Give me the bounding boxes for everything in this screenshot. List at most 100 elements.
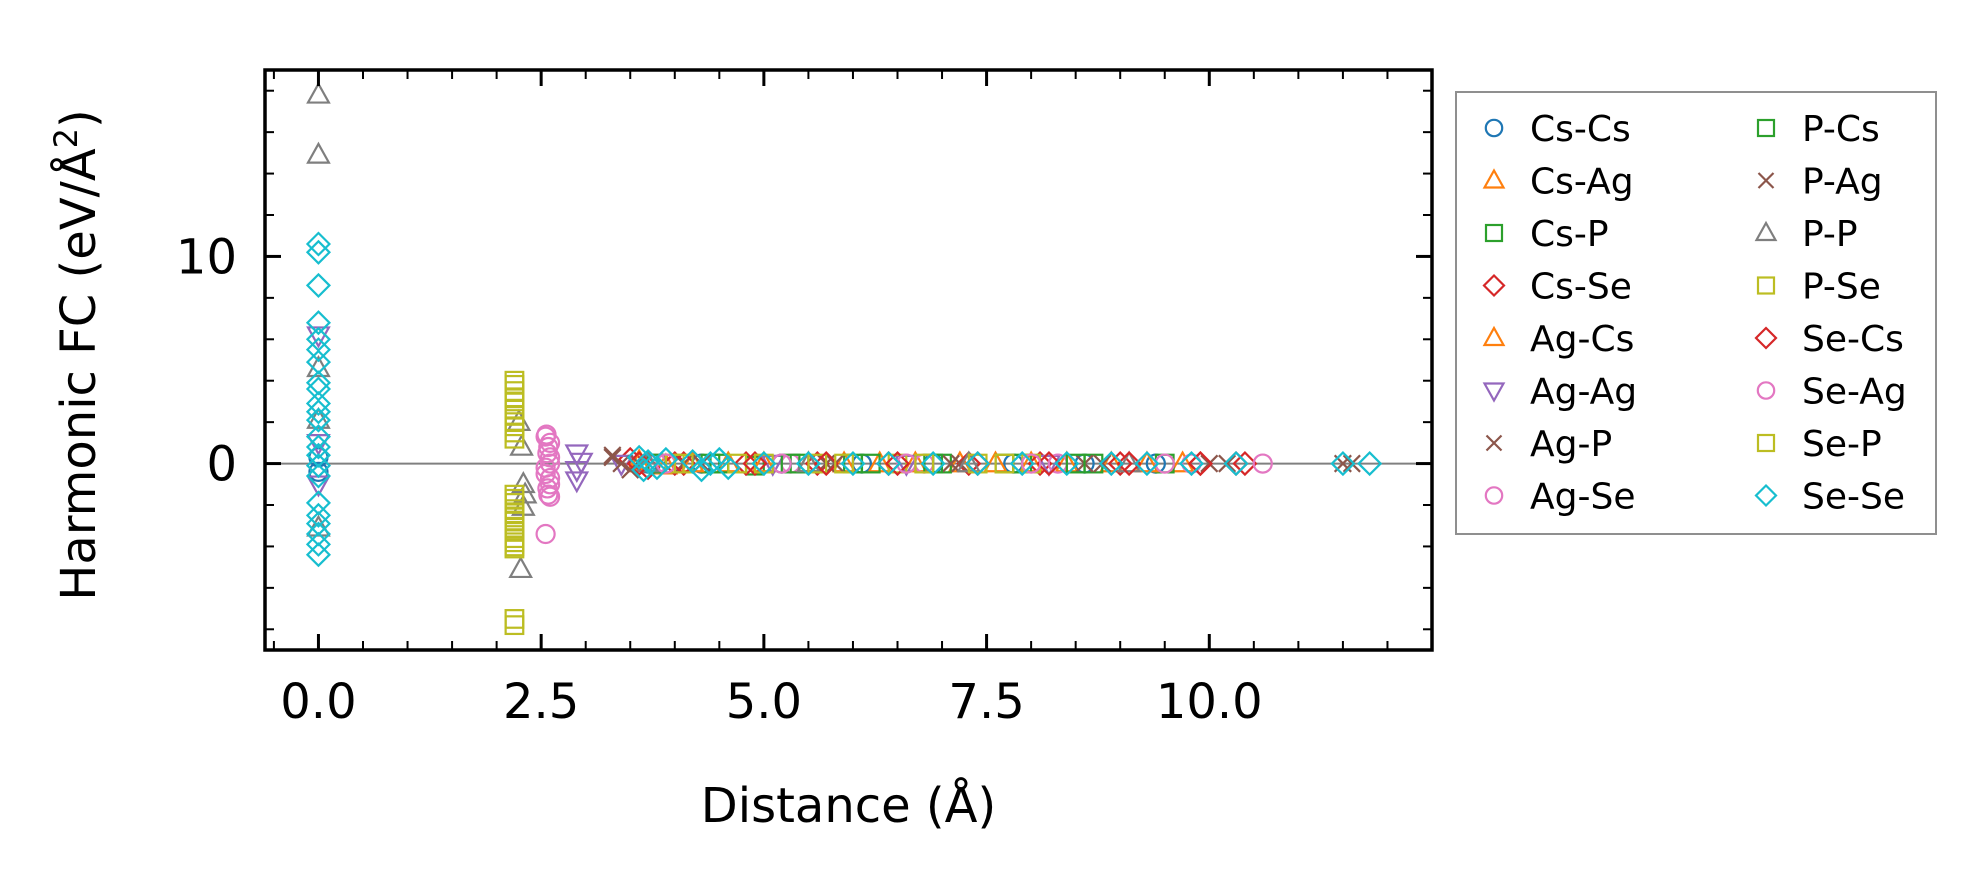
data-point <box>504 609 525 629</box>
legend-marker <box>1484 486 1504 505</box>
data-point <box>564 471 590 494</box>
legend-label: P-Ag <box>1802 162 1883 203</box>
legend-frame <box>1455 91 1937 535</box>
data-point <box>1116 451 1142 477</box>
data-point <box>539 486 561 507</box>
data-point <box>1036 454 1062 477</box>
legend-marker <box>1484 118 1504 138</box>
data-point <box>795 451 821 477</box>
legend-label: Ag-Ag <box>1530 372 1637 413</box>
data-point <box>1107 451 1133 477</box>
data-point <box>305 390 332 417</box>
legend-marker <box>1756 276 1776 295</box>
legend-label: Cs-Se <box>1530 267 1632 308</box>
data-point <box>914 453 935 474</box>
y-tick-label: 10 <box>176 229 237 285</box>
data-point <box>751 451 777 477</box>
data-point <box>512 481 538 504</box>
data-point <box>1357 451 1383 477</box>
data-point <box>537 478 558 499</box>
data-point <box>305 453 332 479</box>
x-tick-label: 5.0 <box>726 674 802 730</box>
y-axis-label-main: Harmonic FC (eV/Å <box>50 148 107 601</box>
legend-label: P-Se <box>1802 267 1881 308</box>
legend-marker <box>1482 382 1506 403</box>
data-point <box>308 461 329 482</box>
data-point <box>305 531 332 557</box>
x-tick-label: 0.0 <box>280 674 356 730</box>
data-point <box>305 502 332 528</box>
data-point <box>1223 451 1249 477</box>
data-point <box>305 310 332 336</box>
data-point <box>305 231 332 257</box>
y-tick-label: 0 <box>206 437 237 493</box>
data-point <box>504 536 525 557</box>
data-point <box>568 452 594 475</box>
data-point <box>1154 453 1175 474</box>
data-point <box>887 453 908 474</box>
series-ag-ag <box>306 326 1062 498</box>
y-axis-label-superscript: 2 <box>47 128 85 148</box>
data-point <box>603 448 622 467</box>
series-se-p <box>504 374 1015 557</box>
tick-labels: 0.0 2.5 5.0 7.5 10.0 0 10 <box>176 229 1263 730</box>
data-point <box>504 399 525 420</box>
data-point <box>1065 453 1086 474</box>
data-point <box>1134 451 1160 477</box>
data-point <box>1232 451 1258 477</box>
legend-label: Se-P <box>1802 424 1882 465</box>
legend-marker <box>1482 168 1506 189</box>
legend-marker <box>1482 273 1506 298</box>
legend-label: Se-Se <box>1802 477 1905 518</box>
data-point <box>840 451 866 477</box>
data-point <box>965 451 991 477</box>
data-point <box>305 434 332 460</box>
data-point <box>1054 451 1080 477</box>
legend-marker <box>1484 223 1504 243</box>
data-point <box>733 451 759 477</box>
x-tick-label: 10.0 <box>1156 674 1263 730</box>
data-point <box>1027 451 1053 477</box>
series-se-se <box>305 231 1383 568</box>
data-point <box>504 422 525 443</box>
data-point <box>780 453 801 474</box>
y-axis-label: Harmonic FC (eV/Å2) <box>47 109 107 601</box>
data-point <box>504 387 525 408</box>
legend-marker <box>1756 433 1776 453</box>
data-point <box>1170 450 1195 473</box>
data-point <box>305 542 332 568</box>
data-point <box>1134 450 1160 473</box>
data-point <box>1252 453 1273 474</box>
data-point <box>305 239 332 265</box>
x-axis-label: Distance (Å) <box>701 777 996 834</box>
data-point <box>504 615 525 636</box>
legend-marker <box>1754 220 1778 242</box>
legend: Cs-Cs Cs-Ag Cs-P Cs-Se Ag-Cs Ag-Ag Ag-P Ag-Se P-… <box>1455 91 1937 535</box>
data-point <box>994 453 1015 474</box>
data-point <box>504 507 525 528</box>
data-point <box>504 381 525 401</box>
legend-label: Ag-Se <box>1530 477 1635 518</box>
data-point <box>1181 453 1202 474</box>
data-point <box>539 432 561 453</box>
data-point <box>813 451 839 477</box>
data-point <box>644 455 670 481</box>
legend-label: P-P <box>1802 214 1858 255</box>
data-point <box>508 555 533 579</box>
legend-label: P-Cs <box>1802 109 1880 150</box>
data-point <box>941 454 960 473</box>
data-point <box>305 424 332 450</box>
data-point <box>504 370 525 391</box>
data-point <box>727 453 748 474</box>
data-point <box>1009 451 1035 477</box>
data-point <box>807 453 828 474</box>
data-point <box>305 407 332 433</box>
data-point <box>884 451 911 477</box>
data-point <box>306 141 331 164</box>
data-point <box>1098 450 1124 473</box>
data-point <box>504 412 525 433</box>
legend-label: Cs-Cs <box>1530 109 1631 150</box>
data-point <box>305 399 332 425</box>
plot-area <box>265 81 1432 636</box>
data-point <box>1342 454 1361 473</box>
